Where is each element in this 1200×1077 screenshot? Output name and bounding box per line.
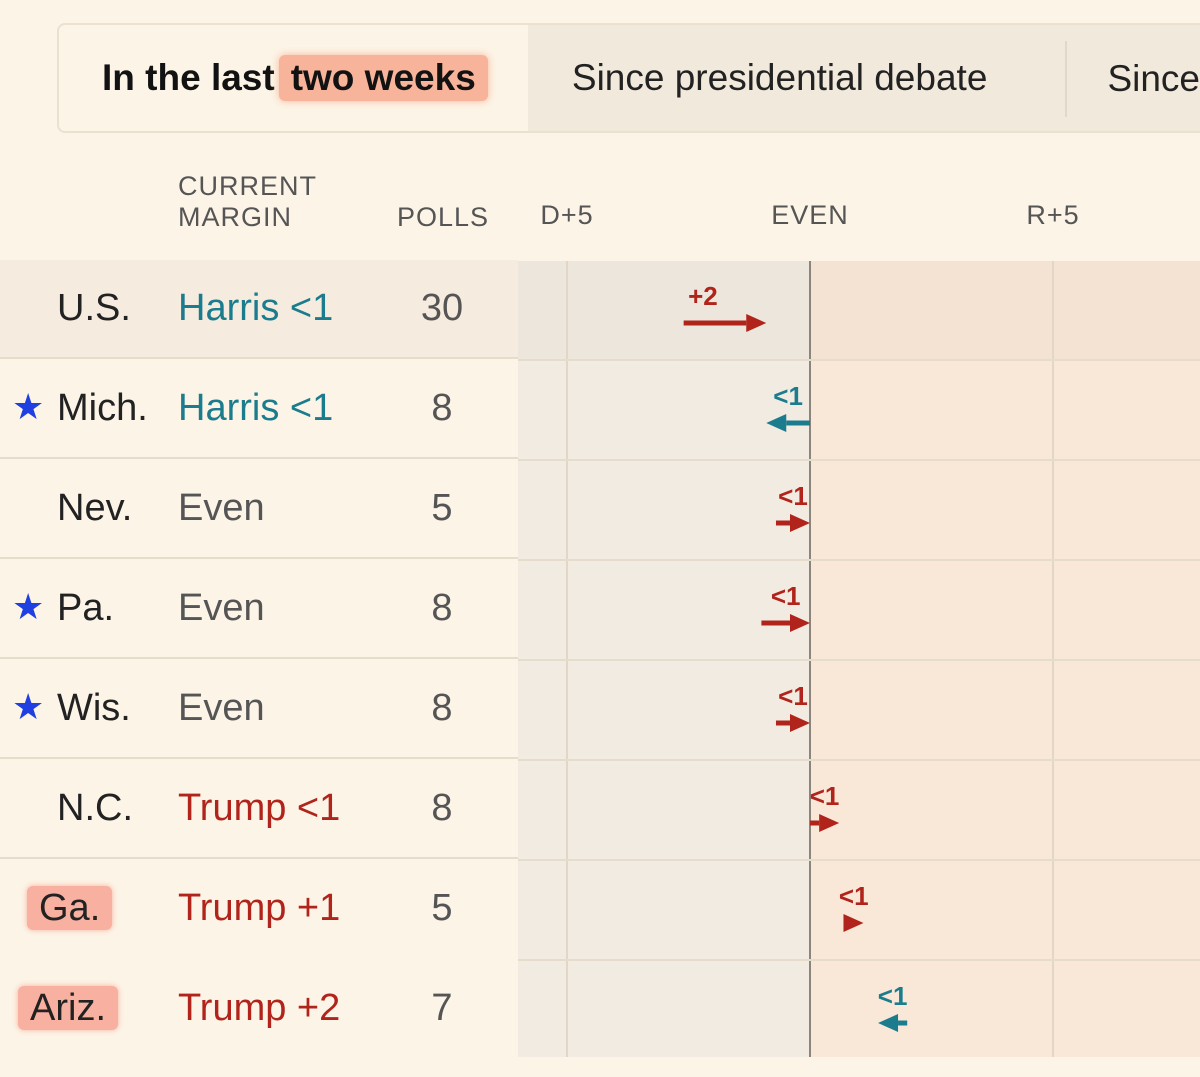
column-header-margin: CURRENT MARGIN [178,171,317,233]
time-range-tabs: In the last two weeks Since presidential… [57,23,1200,133]
current-margin: Trump <1 [178,787,341,829]
star-icon: ★ [12,386,45,427]
current-margin: Harris <1 [178,387,334,429]
shift-label: <1 [810,781,840,811]
table-row-pa: ★ Pa. Even 8 [0,560,518,659]
tab-since-other[interactable]: Since [1065,41,1200,117]
table-row-n-c: N.C. Trump <1 8 [0,760,518,859]
shift-label: <1 [778,681,808,711]
state-name: Nev. [57,487,133,529]
poll-count: 8 [431,387,453,429]
shift-label: +2 [688,281,718,311]
current-margin: Even [178,487,265,529]
arrow-head [790,614,810,632]
column-header-margin-line1: CURRENT [178,171,317,201]
current-margin: Even [178,687,265,729]
poll-count: 8 [431,787,453,829]
axis-tick-center: EVEN [771,200,849,230]
column-header-polls: POLLS [397,202,490,232]
shift-label: <1 [773,381,803,411]
poll-count: 5 [431,487,453,529]
state-name: Pa. [57,587,115,629]
state-name: Ga. [27,886,113,930]
arrow-head [843,914,864,932]
tab-two-weeks[interactable]: In the last two weeks [59,25,528,131]
state-name: U.S. [57,287,131,329]
star-icon: ★ [12,686,45,727]
axis-tick-left: D+5 [540,200,594,230]
arrow-head [790,514,810,532]
table-row-wis: ★ Wis. Even 8 [0,660,518,759]
poll-count: 7 [431,987,453,1029]
axis-tick-right: R+5 [1026,200,1080,230]
tab-since-debate[interactable]: Since presidential debate [571,57,988,98]
shift-chart: +2 <1 <1 <1 <1 <1 <1 <1 [518,261,1200,1057]
current-margin: Even [178,587,265,629]
table-row-mich: ★ Mich. Harris <1 8 [0,360,518,459]
state-name: Mich. [57,387,148,429]
poll-count: 8 [431,687,453,729]
column-header-margin-line2: MARGIN [178,202,292,232]
state-name: Wis. [57,687,131,729]
shift-label: <1 [778,481,808,511]
poll-count: 8 [431,587,453,629]
state-name: Ariz. [18,986,118,1030]
poll-count: 5 [431,887,453,929]
star-icon: ★ [12,586,45,627]
shift-label: <1 [878,981,908,1011]
table-row-u-s: U.S. Harris <1 30 [0,260,518,359]
state-name: N.C. [57,787,133,829]
arrow-head [819,814,840,832]
arrow-head [766,414,787,432]
arrow-head [878,1014,899,1032]
current-margin: Harris <1 [178,287,334,329]
poll-count: 30 [420,287,464,329]
table-row-ga: Ga. Trump +1 5 [0,860,518,959]
tab-two-weeks-label: In the last [102,57,275,98]
arrow-head [790,714,810,732]
us-row-background [518,261,1200,361]
current-margin: Trump +2 [178,987,341,1029]
tab-two-weeks-highlight: two weeks [278,55,488,101]
shift-label: <1 [839,881,869,911]
current-margin: Trump +1 [178,887,341,929]
table-row-ariz: Ariz. Trump +2 7 [0,960,518,1059]
table-row-nev: Nev. Even 5 [0,460,518,559]
shift-label: <1 [771,581,801,611]
arrow-head [746,314,767,332]
